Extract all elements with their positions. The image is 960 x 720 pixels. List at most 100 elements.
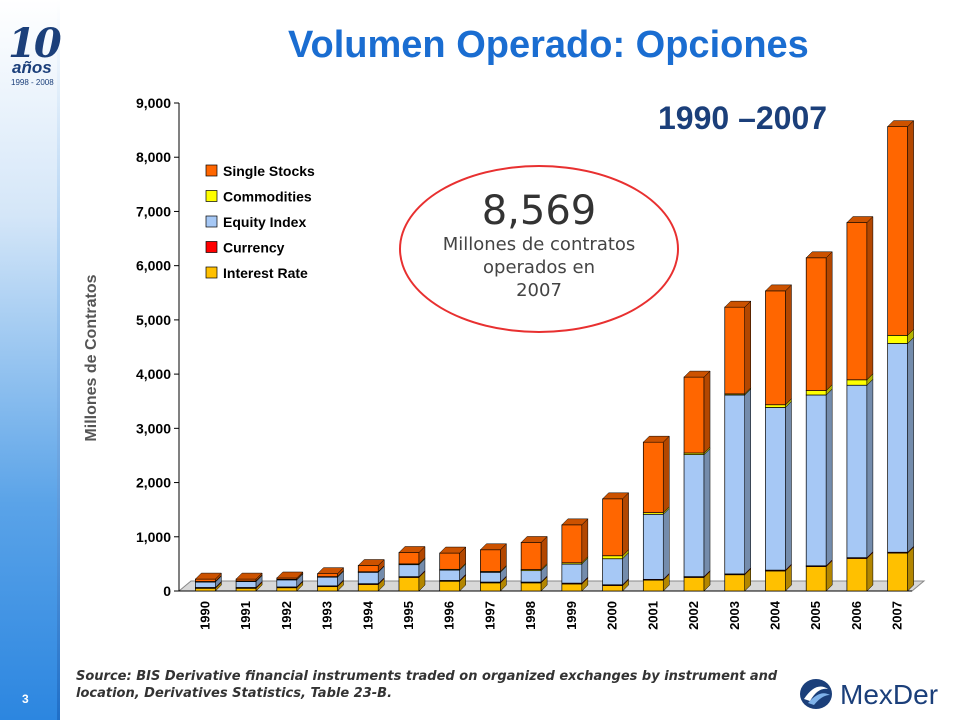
bar-interest-rate [317, 586, 338, 592]
bar-equity-index [724, 394, 746, 575]
bar-side [663, 507, 670, 580]
bar-single-stocks [398, 552, 420, 565]
bar-single-stocks [357, 565, 379, 573]
bar-equity-index [317, 576, 338, 587]
legend-label: Currency [223, 240, 285, 256]
bar-top [805, 251, 833, 259]
bar-top [357, 559, 385, 566]
bar-top [846, 216, 874, 223]
legend-swatch [205, 190, 218, 202]
anniversary-logo-number: 10 [8, 20, 62, 67]
bar-top [398, 546, 426, 553]
bar-commodities [846, 379, 868, 386]
callout-line-3: 2007 [516, 280, 562, 301]
bar-top [520, 536, 548, 543]
bar-equity-index [602, 558, 623, 586]
bar-single-stocks [683, 376, 705, 454]
bar-side [907, 119, 914, 336]
bar-interest-rate [887, 552, 908, 592]
callout-value: 8,569 [481, 188, 597, 234]
bar-side [907, 336, 914, 553]
y-tick-label: 4,000 [136, 366, 171, 382]
x-tick-label: 2004 [767, 600, 782, 630]
y-tick-label: 5,000 [136, 312, 171, 328]
legend-swatch [205, 215, 218, 228]
bar-interest-rate [561, 583, 583, 592]
bar-top [683, 370, 711, 378]
bar-top [561, 518, 589, 526]
bar-top [887, 120, 915, 127]
bar-interest-rate [398, 577, 420, 592]
bar-side [703, 448, 711, 578]
bar-side [866, 551, 874, 592]
bar-top [194, 572, 222, 580]
legend-swatch [205, 164, 218, 177]
bar-interest-rate [439, 580, 461, 592]
legend-label: Interest Rate [223, 265, 308, 281]
left-sidebar-decoration [0, 0, 57, 720]
bar-single-stocks [235, 578, 257, 582]
x-tick-label: 2005 [808, 601, 823, 630]
bar-commodities [805, 390, 827, 396]
x-tick-label: 2006 [849, 601, 864, 630]
bar-single-stocks [887, 126, 908, 336]
bar-single-stocks [520, 542, 542, 570]
bar-equity-index [276, 579, 298, 588]
bar-equity-index [357, 571, 379, 585]
bar-side [581, 518, 589, 564]
bar-top [316, 567, 345, 574]
bar-interest-rate [765, 570, 786, 592]
bar-equity-index [439, 569, 461, 581]
legend-swatch [205, 266, 218, 279]
x-tick-label: 1994 [360, 600, 375, 630]
legend-label: Commodities [223, 189, 312, 205]
bar-equity-index [520, 570, 542, 583]
bar-side [703, 370, 711, 454]
bar-interest-rate [642, 579, 664, 592]
bar-equity-index [846, 384, 868, 559]
anniversary-logo-text: años [12, 58, 52, 77]
callout-ellipse: 8,569 Millones de contratos operados en … [399, 165, 679, 333]
x-tick-label: 1991 [238, 601, 253, 630]
bar-side [866, 378, 874, 559]
source-note: Source: BIS Derivative financial instrum… [76, 669, 778, 701]
bar-interest-rate [195, 587, 216, 592]
bar-equity-index [480, 571, 501, 583]
x-tick-label: 2002 [686, 601, 701, 630]
bar-interest-rate [846, 558, 868, 592]
bar-equity-index [561, 563, 583, 584]
bar-equity-index [887, 343, 908, 553]
bar-interest-rate [805, 566, 827, 592]
bar-top [642, 435, 670, 443]
bar-commodities [602, 555, 623, 560]
bar-commodities [765, 404, 786, 408]
bar-single-stocks [724, 306, 746, 395]
bar-interest-rate [602, 585, 623, 592]
x-tick-label: 2003 [727, 601, 742, 630]
bar-equity-index [642, 513, 664, 580]
bar-single-stocks [846, 222, 868, 381]
bar-interest-rate [520, 582, 542, 592]
legend-swatch [205, 241, 218, 253]
bar-single-stocks [805, 257, 827, 391]
mexder-logo-icon [800, 679, 832, 709]
bar-top [235, 572, 263, 580]
y-tick-label: 2,000 [136, 475, 171, 491]
x-tick-label: 1999 [564, 601, 579, 630]
bar-equity-index [683, 454, 705, 577]
bar-side [785, 284, 792, 406]
bar-side [785, 400, 792, 571]
x-tick-label: 2000 [605, 601, 620, 630]
bar-single-stocks [765, 290, 786, 406]
bar-interest-rate [276, 587, 298, 592]
callout-line-1: Millones de contratos [442, 234, 636, 255]
year-range: 1990 –2007 [658, 100, 828, 136]
bar-single-stocks [561, 524, 583, 564]
x-tick-label: 2007 [890, 601, 905, 630]
bar-side [622, 492, 629, 557]
anniversary-logo-years: 1998 - 2008 [11, 78, 54, 87]
bar-side [825, 388, 833, 567]
x-tick-label: 1993 [320, 601, 335, 630]
x-tick-label: 1995 [401, 601, 416, 630]
